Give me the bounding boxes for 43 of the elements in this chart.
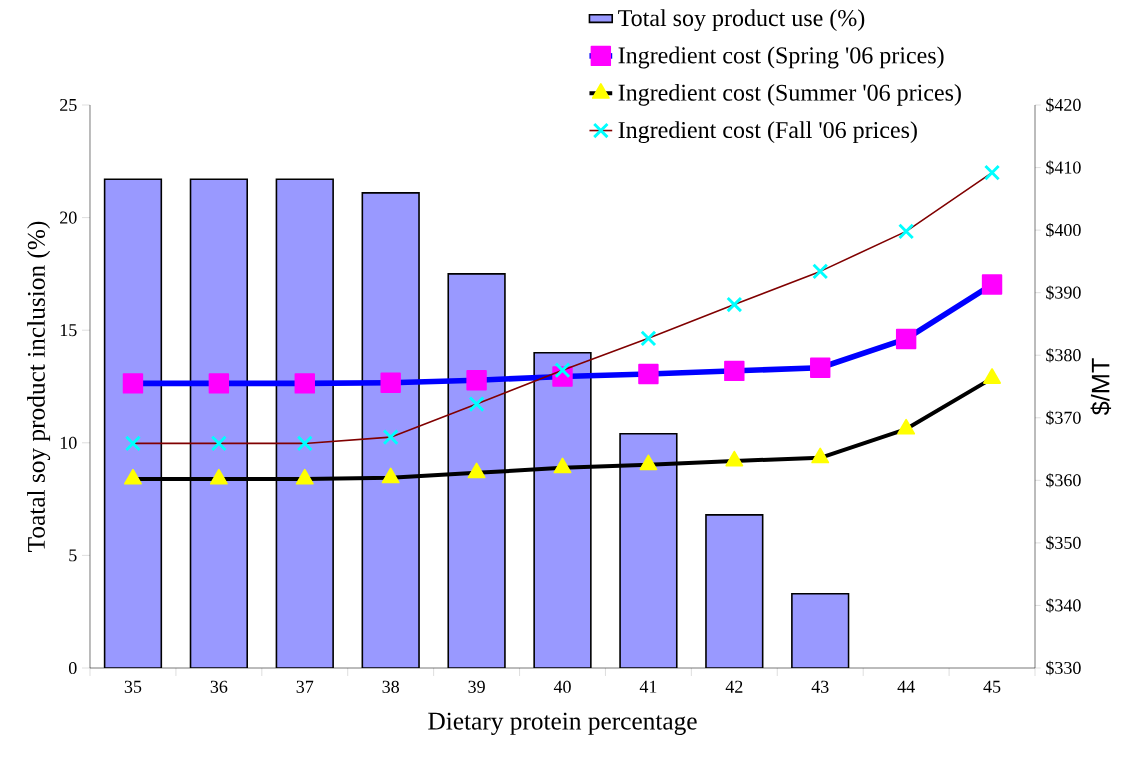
y2-tick-label: $410 (1046, 160, 1081, 175)
y2-tick-label: $380 (1046, 348, 1081, 363)
x-tick-label: 35 (124, 680, 142, 693)
bar (189, 178, 249, 668)
x-tick-label: 37 (296, 680, 314, 693)
legend-label: Total soy product use (%) (618, 9, 865, 32)
bar (275, 178, 334, 668)
y2-tick-label: $400 (1046, 222, 1081, 238)
y2-tick-label: $390 (1046, 285, 1081, 300)
x-tick-label: 39 (468, 680, 485, 693)
y-tick-label: 0 (68, 661, 77, 675)
bar (361, 192, 420, 668)
bar (705, 514, 764, 668)
y-tick-label: 5 (69, 549, 77, 562)
x-tick-label: 42 (725, 680, 743, 693)
bar (103, 178, 163, 668)
y-tick-label: 15 (60, 324, 77, 337)
x-tick-label: 41 (639, 680, 657, 693)
y2-tick-label: $340 (1046, 598, 1081, 613)
x-tick-label: 38 (382, 680, 400, 693)
y2-axis-title: $/MT (1090, 358, 1112, 416)
x-tick-label: 44 (897, 680, 915, 693)
y2-tick-label: $330 (1046, 660, 1081, 676)
x-tick-label: 45 (983, 680, 1001, 693)
legend-label: Ingredient cost (Summer '06 prices) (618, 83, 961, 106)
legend-label: Ingredient cost (Spring '06 prices) (618, 46, 944, 69)
y-tick-label: 10 (60, 436, 77, 449)
legend-label: Ingredient cost (Fall '06 prices) (618, 121, 917, 144)
y-tick-label: 20 (60, 211, 77, 224)
x-tick-label: 36 (210, 680, 228, 693)
y2-tick-label: $350 (1046, 535, 1081, 551)
bar (619, 432, 678, 668)
bar (791, 592, 850, 668)
bar (533, 351, 592, 668)
y-axis-title: Toatal soy product inclusion (%) (27, 221, 51, 552)
x-tick-label: 40 (553, 680, 571, 693)
y2-tick-label: $420 (1046, 97, 1081, 113)
x-axis-title: Dietary protein percentage (428, 712, 697, 735)
x-tick-label: 43 (811, 680, 829, 693)
y-tick-label: 25 (60, 98, 77, 112)
bar (447, 273, 506, 668)
y2-tick-label: $360 (1046, 473, 1081, 488)
y2-tick-label: $370 (1046, 410, 1081, 425)
